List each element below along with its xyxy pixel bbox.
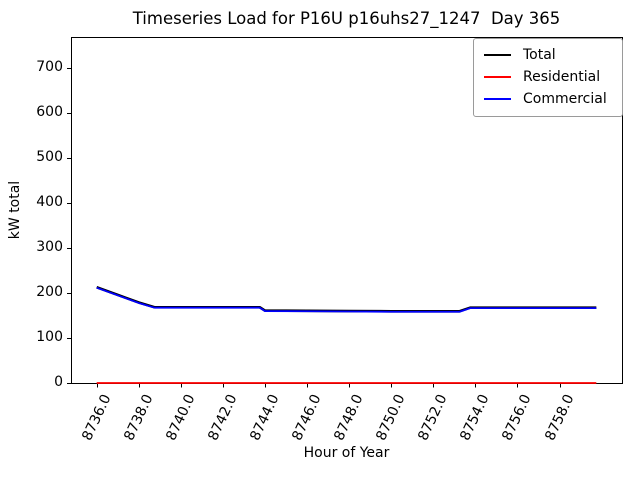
- legend-item-commercial: Commercial: [484, 88, 612, 110]
- legend: Total Residential Commercial: [473, 38, 623, 117]
- legend-label-commercial: Commercial: [523, 91, 607, 107]
- total-line-swatch: [484, 54, 511, 56]
- legend-label-total: Total: [523, 47, 556, 63]
- y-tick-label: 300: [36, 239, 63, 256]
- y-tick-label: 200: [36, 284, 63, 301]
- residential-line-swatch: [484, 76, 511, 78]
- legend-item-residential: Residential: [484, 66, 612, 88]
- series-line-commercial: [96, 286, 597, 313]
- x-axis-title: Hour of Year: [303, 445, 390, 461]
- y-tick-label: 400: [36, 194, 63, 211]
- chart-title: Timeseries Load for P16U p16uhs27_1247 D…: [132, 9, 561, 28]
- y-tick-label: 500: [36, 149, 63, 166]
- legend-label-residential: Residential: [523, 69, 601, 85]
- legend-item-total: Total: [484, 44, 612, 66]
- y-tick-label: 700: [36, 59, 63, 76]
- y-axis-title: kW total: [7, 180, 23, 240]
- y-tick-label: 0: [54, 374, 63, 390]
- commercial-line-swatch: [484, 98, 511, 100]
- y-tick-label: 600: [36, 104, 63, 121]
- y-tick-label: 100: [36, 329, 63, 346]
